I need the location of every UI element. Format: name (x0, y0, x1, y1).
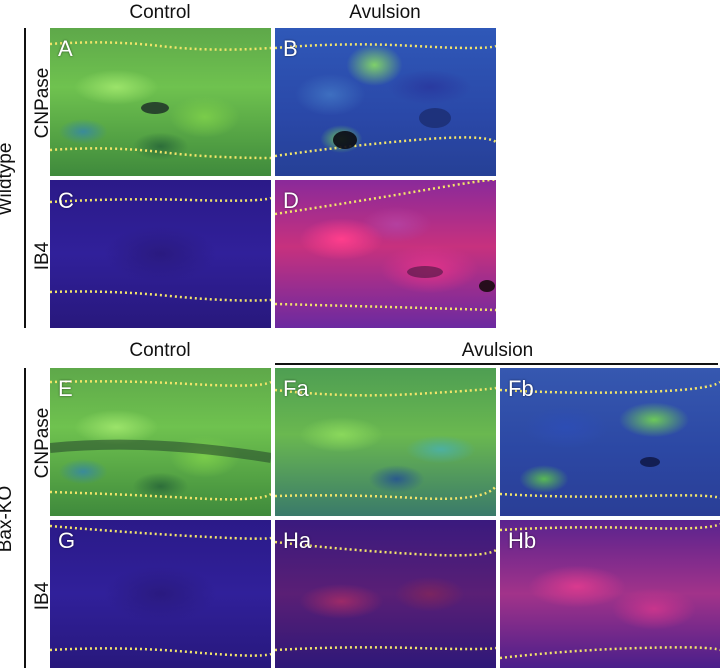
panel-label-e: E (58, 376, 73, 401)
header-avulsion-top: Avulsion (349, 2, 421, 23)
avulsion-bracket-line (275, 363, 718, 365)
panel-label-a: A (58, 36, 73, 61)
group-bracket-baxko (24, 368, 26, 668)
panel-d: D (275, 180, 496, 328)
panel-e: E (50, 368, 271, 516)
panel-label-b: B (283, 36, 298, 61)
panel-c: C (50, 180, 271, 328)
panel-b: B (275, 28, 496, 176)
panel-a: A (50, 28, 271, 176)
panel-ha: Ha (275, 520, 496, 668)
panel-label-hb: Hb (508, 528, 537, 553)
panel-g: G (50, 520, 271, 668)
group-bracket-wildtype (24, 28, 26, 328)
panel-label-g: G (58, 528, 76, 553)
panel-label-d: D (283, 188, 299, 213)
panel-hb: Hb (500, 520, 720, 668)
header-control-bottom: Control (129, 340, 191, 361)
row-group-label-baxko: Bax-KO (0, 485, 16, 553)
panel-fb: Fb (500, 368, 720, 516)
row-group-label-wildtype: Wildtype (0, 142, 16, 216)
panel-label-fb: Fb (508, 376, 534, 401)
header-control-top: Control (129, 2, 191, 23)
panel-label-c: C (58, 188, 74, 213)
header-avulsion-bottom: Avulsion (461, 340, 534, 361)
panel-label-fa: Fa (283, 376, 309, 401)
panel-label-ha: Ha (283, 528, 312, 553)
panel-fa: Fa (275, 368, 496, 516)
